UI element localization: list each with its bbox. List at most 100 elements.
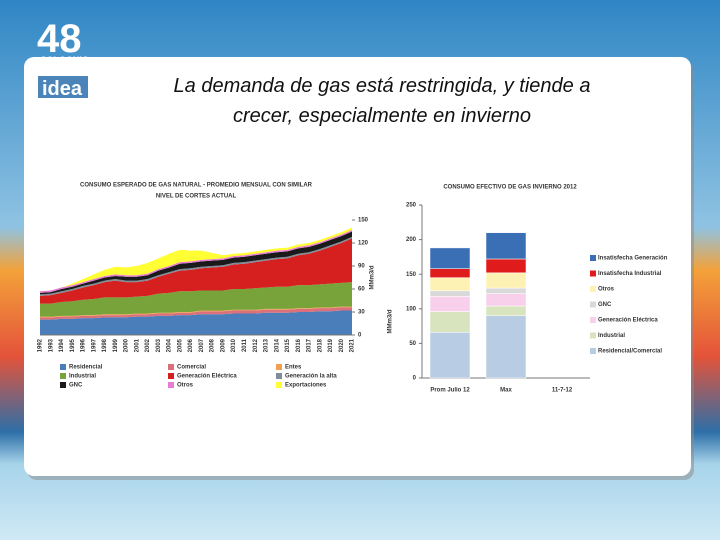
x-tick-label: 2007 — [199, 338, 205, 352]
y-tick-label: 120 — [358, 241, 369, 247]
legend-swatch — [168, 373, 174, 379]
y-tick-label: 30 — [358, 310, 365, 316]
logo-text: COLOQUIO — [40, 55, 89, 65]
x-tick-label: Max — [500, 388, 512, 394]
bar-segment — [429, 268, 471, 278]
x-tick-label: 2009 — [220, 338, 226, 352]
bar-segment — [485, 287, 527, 294]
chart-title: CONSUMO EFECTIVO DE GAS INVIERNO 2012 — [443, 185, 577, 191]
legend-swatch — [168, 382, 174, 388]
bar-segment — [429, 296, 471, 312]
y-axis-label: MMm3/d — [388, 309, 394, 333]
legend-swatch — [590, 348, 596, 354]
area-series — [40, 307, 352, 320]
legend-label: Insatisfecha Industrial — [598, 271, 662, 277]
x-tick-label: Prom Julio 12 — [430, 388, 470, 394]
logo-box — [38, 76, 88, 98]
legend-label: Residencial — [69, 365, 103, 371]
area-series — [40, 238, 352, 304]
legend-label: Otros — [598, 287, 615, 293]
x-tick-label: 2013 — [264, 338, 270, 352]
legend-swatch — [590, 270, 596, 277]
bar-segment — [485, 315, 527, 379]
area-series — [40, 306, 352, 318]
legend-label: Generación Eléctrica — [177, 374, 237, 380]
x-tick-label: 2002 — [145, 338, 151, 352]
x-tick-label: 2001 — [134, 338, 140, 352]
legend-label: Comercial — [177, 365, 206, 371]
y-axis-label: MMm3/d — [370, 265, 376, 289]
logo-number: 48 — [37, 17, 82, 61]
bar-segment — [429, 247, 471, 269]
x-tick-label: 2004 — [167, 338, 173, 352]
bar-segment — [485, 232, 527, 260]
bar-segment — [485, 305, 527, 316]
x-tick-label: 2014 — [274, 338, 280, 352]
legend-label: Residencial/Comercial — [598, 349, 662, 355]
bar-segment — [485, 258, 527, 274]
x-tick-label: 1995 — [70, 338, 76, 352]
x-tick-label: 2011 — [242, 338, 248, 352]
y-tick-label: 60 — [358, 287, 365, 293]
bar-segment — [429, 290, 471, 297]
x-tick-label: 2012 — [253, 338, 259, 352]
legend-label: Entes — [285, 365, 302, 371]
chart-consumo-efectivo: CONSUMO EFECTIVO DE GAS INVIERNO 2012 0 50… — [388, 185, 668, 394]
area-series — [40, 310, 352, 335]
chart-consumo-esperado: CONSUMO ESPERADO DE GAS NATURAL - PROMED… — [38, 183, 376, 389]
x-tick-label: 2016 — [296, 338, 302, 352]
x-tick-label: 2015 — [285, 338, 291, 352]
area-series — [40, 282, 352, 317]
slide-title: crecer, especialmente en invierno — [233, 105, 531, 127]
legend-swatch — [590, 255, 596, 261]
y-tick-label: 250 — [406, 203, 417, 209]
legend-swatch — [276, 364, 282, 370]
legend-label: Insatisfecha Generación — [598, 256, 668, 262]
x-tick-label: 11-7-12 — [552, 388, 573, 394]
y-tick-label: 100 — [406, 306, 417, 312]
y-tick-label: 90 — [358, 264, 365, 270]
legend-swatch — [590, 286, 596, 292]
x-tick-label: 1999 — [113, 338, 119, 352]
legend-label: Generación Eléctrica — [598, 318, 658, 324]
y-tick-label: 0 — [358, 333, 362, 339]
bar-segment — [429, 277, 471, 292]
legend-swatch — [590, 301, 596, 308]
logo: 48 COLOQUIO ANUAL idea — [37, 17, 89, 100]
x-tick-label: 2018 — [317, 338, 323, 352]
bar-segment — [485, 272, 527, 289]
x-tick-label: 2019 — [328, 338, 334, 352]
y-tick-label: 0 — [413, 376, 417, 382]
legend-swatch — [60, 382, 66, 388]
y-tick-label: 150 — [406, 272, 417, 278]
x-tick-label: 1997 — [91, 338, 97, 352]
x-tick-label: 2020 — [339, 338, 345, 352]
x-tick-label: 2021 — [350, 338, 356, 352]
bar-segment — [485, 293, 527, 307]
x-tick-label: 2010 — [231, 338, 237, 352]
x-tick-label: 1992 — [38, 338, 44, 352]
legend-swatch — [276, 373, 282, 379]
legend-swatch — [60, 364, 66, 370]
x-tick-label: 2006 — [188, 338, 194, 352]
legend-swatch — [590, 332, 596, 339]
legend-label: Industrial — [69, 374, 96, 380]
legend-swatch — [168, 364, 174, 370]
legend-label: Exportaciones — [285, 383, 327, 389]
area-series — [40, 236, 352, 296]
chart-title: CONSUMO ESPERADO DE GAS NATURAL - PROMED… — [80, 183, 313, 189]
x-tick-label: 1998 — [102, 338, 108, 352]
x-tick-label: 2017 — [307, 338, 313, 352]
legend-label: Industrial — [598, 333, 625, 339]
x-tick-label: 2000 — [124, 338, 130, 352]
y-tick-label: 200 — [406, 237, 417, 243]
logo-text: idea — [42, 78, 83, 100]
legend-label: GNC — [69, 383, 83, 389]
area-series — [40, 229, 352, 293]
logo-text: ANUAL — [40, 65, 79, 77]
legend-label: GNC — [598, 302, 612, 308]
legend-swatch — [276, 382, 282, 388]
legend-label: Generación la alta — [285, 374, 337, 380]
y-tick-label: 50 — [409, 341, 416, 347]
